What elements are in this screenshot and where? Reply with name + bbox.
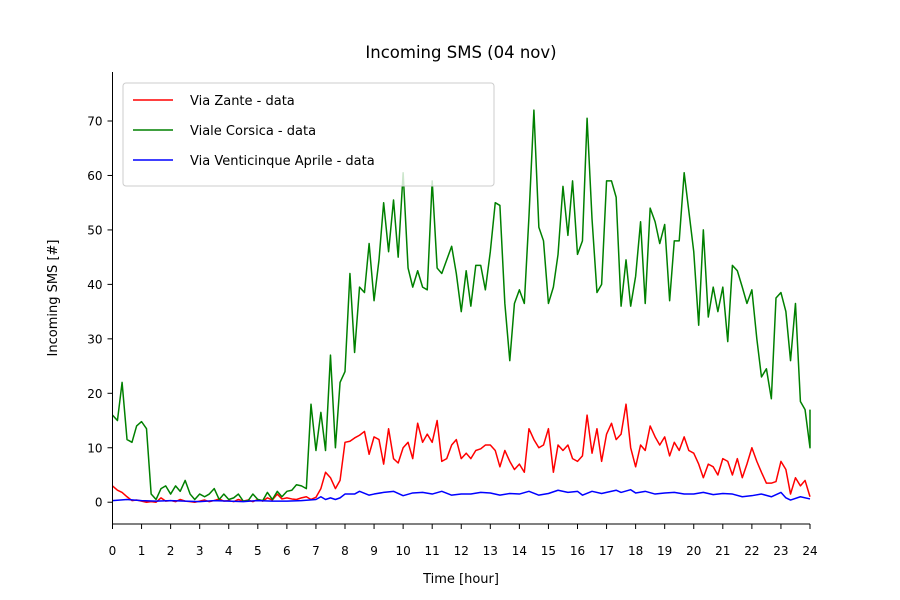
y-tick-label: 70 [87, 115, 102, 129]
legend-label-1: Via Zante - data [190, 94, 295, 109]
x-tick-label: 18 [628, 544, 643, 558]
legend-label-2: Viale Corsica - data [190, 124, 316, 139]
plot-area [111, 109, 811, 503]
x-tick-label: 21 [715, 544, 730, 558]
x-tick-label: 4 [225, 544, 233, 558]
y-tick-label: 0 [95, 496, 103, 510]
y-tick-label: 40 [87, 278, 102, 292]
legend: Via Zante - data Viale Corsica - data Via … [122, 82, 495, 187]
y-tick-label: 10 [87, 441, 102, 455]
x-tick-label: 8 [341, 544, 349, 558]
x-tick-label: 14 [512, 544, 527, 558]
x-tick-label: 3 [196, 544, 204, 558]
x-tick-label: 15 [541, 544, 556, 558]
x-tick-label: 9 [370, 544, 378, 558]
y-tick-label: 60 [87, 169, 102, 183]
series-line-3 [112, 488, 811, 503]
y-tick-label: 30 [87, 332, 102, 346]
x-tick-label: 6 [283, 544, 291, 558]
x-tick-label: 24 [802, 544, 817, 558]
x-tick-label: 20 [686, 544, 701, 558]
y-axis-ticks: 0 10 20 30 40 50 60 70 [87, 115, 113, 510]
y-tick-label: 20 [87, 387, 102, 401]
x-axis-ticks: 0 1 2 3 4 5 6 7 8 9 10 11 12 13 14 15 16 17 18 19 20 21 22 23 24 [109, 524, 818, 558]
x-axis-label: Time [hour] [422, 572, 499, 587]
x-tick-label: 19 [657, 544, 672, 558]
x-tick-label: 11 [425, 544, 440, 558]
series-line-2 [111, 109, 811, 502]
x-tick-label: 1 [138, 544, 146, 558]
x-tick-label: 22 [744, 544, 759, 558]
x-tick-label: 2 [167, 544, 175, 558]
x-tick-label: 0 [109, 544, 117, 558]
chart-title: Incoming SMS (04 nov) [365, 43, 556, 62]
y-axis-label: Incoming SMS [#] [46, 240, 61, 357]
y-tick-label: 50 [87, 223, 102, 237]
x-tick-label: 5 [254, 544, 262, 558]
x-tick-label: 23 [773, 544, 788, 558]
legend-box [122, 82, 495, 187]
x-tick-label: 12 [454, 544, 469, 558]
x-tick-label: 17 [599, 544, 614, 558]
x-tick-label: 16 [570, 544, 585, 558]
x-tick-label: 7 [312, 544, 320, 558]
legend-label-3: Via Venticinque Aprile - data [190, 154, 375, 169]
x-tick-label: 13 [483, 544, 498, 558]
x-tick-label: 10 [395, 544, 410, 558]
